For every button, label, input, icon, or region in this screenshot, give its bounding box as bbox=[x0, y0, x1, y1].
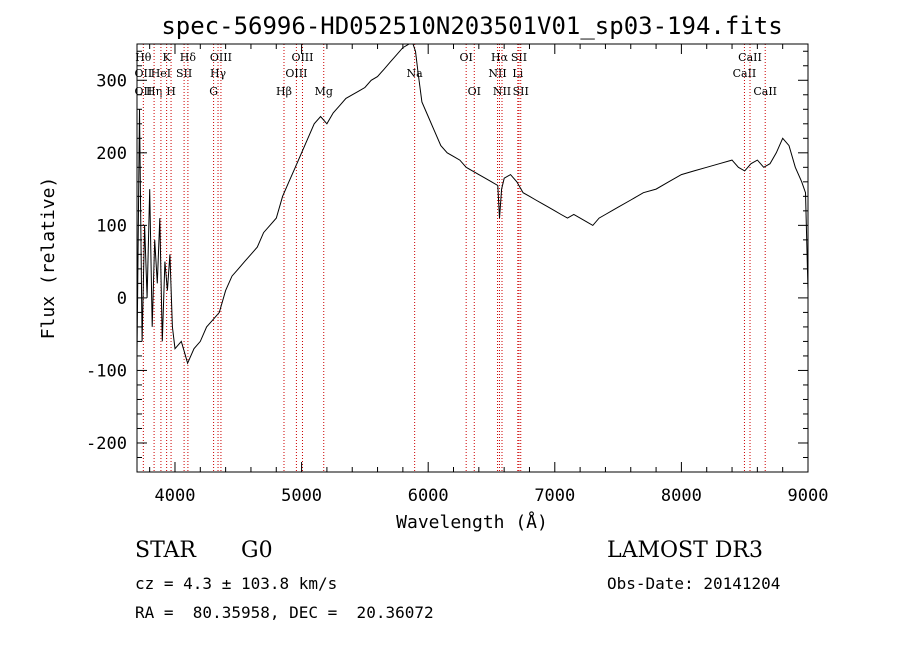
line-marker-label: NII bbox=[493, 85, 511, 98]
line-marker-label: Hθ bbox=[135, 51, 152, 64]
spectral-line-markers: HθOIIOIIHηHeIKHSIIHδGHγOIIIHβOIIIOIIIMgN… bbox=[134, 44, 777, 472]
line-marker-label: Hη bbox=[146, 85, 162, 98]
line-marker-label: OIII bbox=[285, 67, 307, 80]
y-tick-label: 0 bbox=[117, 289, 127, 309]
line-marker-label: OIII bbox=[210, 51, 232, 64]
x-tick-label: 7000 bbox=[534, 486, 575, 506]
x-tick-label: 8000 bbox=[661, 486, 702, 506]
line-marker-label: Hα bbox=[491, 51, 509, 64]
chart-title: spec-56996-HD052510N203501V01_sp03-194.f… bbox=[161, 12, 782, 40]
y-axis: -200 -100 0 100 200 300 bbox=[86, 50, 808, 473]
y-tick-label: 200 bbox=[96, 144, 127, 164]
line-marker-label: OII bbox=[134, 67, 152, 80]
line-marker-label: Na bbox=[407, 67, 424, 80]
y-tick-label: -200 bbox=[86, 434, 127, 454]
y-tick-label: -100 bbox=[86, 361, 127, 381]
line-marker-label: Hδ bbox=[180, 51, 197, 64]
line-marker-label: HeI bbox=[151, 67, 171, 80]
object-class: STAR bbox=[135, 538, 196, 563]
line-marker-label: CaII bbox=[733, 67, 757, 80]
x-tick-label: 5000 bbox=[281, 486, 322, 506]
line-marker-label: CaII bbox=[753, 85, 777, 98]
x-tick-label: 4000 bbox=[155, 486, 196, 506]
line-marker-label: Mg bbox=[315, 85, 333, 98]
spectrum-series-line bbox=[136, 43, 809, 365]
redshift-value: cz = 4.3 ± 103.8 km/s bbox=[135, 574, 338, 593]
y-tick-label: 300 bbox=[96, 71, 127, 91]
line-marker-label: OI bbox=[459, 51, 472, 64]
line-marker-label: Hβ bbox=[276, 85, 292, 98]
line-marker-label: Hγ bbox=[210, 67, 227, 80]
line-marker-label: NII bbox=[488, 67, 506, 80]
line-marker-label: G bbox=[209, 85, 218, 98]
line-marker-label: H bbox=[166, 85, 176, 98]
coordinates: RA = 80.35958, DEC = 20.36072 bbox=[135, 603, 434, 622]
x-tick-label: 6000 bbox=[408, 486, 449, 506]
survey-name: LAMOST DR3 bbox=[607, 538, 763, 563]
line-marker-label: OI bbox=[468, 85, 481, 98]
line-marker-label: CaII bbox=[738, 51, 762, 64]
x-axis: 4000 5000 6000 7000 8000 9000 bbox=[149, 44, 829, 506]
y-tick-label: 100 bbox=[96, 216, 127, 236]
plot-frame bbox=[136, 43, 809, 473]
object-subclass: G0 bbox=[241, 538, 273, 563]
line-marker-label: K bbox=[163, 51, 172, 64]
x-axis-label: Wavelength (Å) bbox=[396, 511, 548, 533]
line-marker-label: SII bbox=[176, 67, 192, 80]
observation-date: Obs-Date: 20141204 bbox=[607, 574, 781, 593]
line-marker-label: SII bbox=[511, 51, 527, 64]
y-axis-label: Flux (relative) bbox=[38, 177, 59, 340]
line-marker-label: Li bbox=[512, 67, 523, 80]
line-marker-label: SII bbox=[513, 85, 529, 98]
x-tick-label: 9000 bbox=[788, 486, 829, 506]
line-marker-label: OIII bbox=[291, 51, 313, 64]
